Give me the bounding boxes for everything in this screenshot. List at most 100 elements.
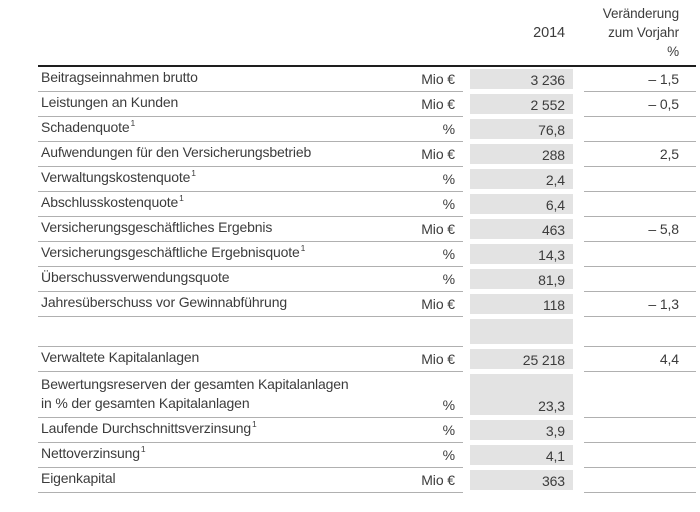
column-gutter [463,217,470,242]
row-change-cell [584,192,696,217]
column-gutter [463,192,470,217]
table-body: Beitragseinnahmen brutto Mio €3 236– 1,5 L… [38,67,696,493]
column-gutter [463,142,470,167]
row-unit: Mio € [421,146,455,162]
column-gutter [573,167,584,192]
column-gutter [573,292,584,317]
column-gutter [463,292,470,317]
row-label: Aufwendungen für den Versicherungsbetrie… [41,143,311,162]
column-gutter [463,242,470,267]
row-value-2014-cell: 118 [470,294,573,314]
row-label-text: Jahresüberschuss vor Gewinnabführung [41,294,287,310]
row-label-text: Nettoverzinsung [41,445,140,461]
row-label-unit-cell [38,317,463,347]
row-unit: % [442,196,455,212]
footnote-marker: 1 [140,444,146,455]
row-value-2014-cell: 463 [470,219,573,239]
row-unit: % [442,121,455,137]
row-label: Versicherungsgeschäftliche Ergebnisquote… [41,243,305,262]
row-label-unit-cell: Leistungen an Kunden Mio € [38,92,463,117]
row-label-unit-cell: Verwaltungskostenquote1% [38,167,463,192]
row-unit: % [442,447,455,463]
table-row: Jahresüberschuss vor Gewinnabführung Mio … [38,292,696,317]
row-label-unit-cell: Versicherungsgeschäftliche Ergebnisquote… [38,242,463,267]
table-row: Verwaltete Kapitalanlagen Mio € 25 218 4,4 [38,347,696,372]
row-change-cell [584,468,696,493]
row-label-text: Laufende Durchschnittsverzinsung [41,420,251,436]
row-value-2014-cell: 4,1 [470,445,573,465]
column-gutter [463,317,470,347]
table-row: Leistungen an Kunden Mio € 2 552 – 0,5 [38,92,696,117]
row-label-text: Verwaltete Kapitalanlagen [41,349,200,365]
column-gutter [573,347,584,372]
column-gutter [573,317,584,347]
row-label: Verwaltete Kapitalanlagen [41,348,199,367]
row-value-2014-cell: 363 [470,470,573,490]
row-unit: % [442,246,455,262]
row-label: Überschussverwendungsquote [41,268,229,287]
row-unit: Mio € [421,71,455,87]
row-change-cell [584,418,696,443]
column-gutter [573,443,584,468]
column-gutter [573,242,584,267]
table-row: Bewertungsreserven der gesamten Kapitala… [38,372,696,418]
row-label-unit-cell: Verwaltete Kapitalanlagen Mio € [38,347,463,372]
column-gutter [463,67,470,92]
row-label: Leistungen an Kunden [41,93,178,112]
column-gutter [573,468,584,493]
row-change-cell: – 1,3 [584,292,696,317]
row-label: Versicherungsgeschäftliches Ergebnis [41,218,272,237]
column-gutter [463,267,470,292]
footnote-marker: 1 [179,193,184,204]
column-gutter [463,418,470,443]
column-gutter [573,418,584,443]
row-label: Jahresüberschuss vor Gewinnabführung [41,293,287,312]
row-label: Verwaltungskostenquote1 [41,168,196,187]
row-label: Abschlusskostenquote1 [41,193,184,212]
row-label: Laufende Durchschnittsverzinsung1 [41,419,257,438]
column-gutter [573,67,584,92]
table-row: Versicherungsgeschäftliches Ergebnis Mio … [38,217,696,242]
column-gutter [573,92,584,117]
row-label-text: Schadenquote [41,119,130,135]
row-label-text-line2: in % der gesamten Kapitalanlagen [41,395,250,411]
table-row: Beitragseinnahmen brutto Mio € 3 236 – 1,5 [38,67,696,92]
row-unit: Mio € [421,351,455,367]
table-row: Überschussverwendungsquote% 81,9 [38,267,696,292]
row-value-2014-cell: 2 552 [470,94,573,114]
column-gutter [573,117,584,142]
table-row: Aufwendungen für den Versicherungsbetrie… [38,142,696,167]
row-change-cell [584,117,696,142]
column-header-change-line2: zum Vorjahr [608,25,679,40]
table-row: Schadenquote1% 76,8 [38,117,696,142]
table-row: Versicherungsgeschäftliche Ergebnisquote… [38,242,696,267]
row-value-2014-cell: 3,9 [470,420,573,440]
row-unit: % [442,171,455,187]
row-label: Eigenkapital [41,469,116,488]
table-row: Eigenkapital Mio € 363 [38,468,696,493]
column-header-year: 2014 [533,25,565,41]
table-row: Abschlusskostenquote1% 6,4 [38,192,696,217]
row-label-text: Verwaltungskostenquote [41,169,191,185]
row-change-cell: – 1,5 [584,67,696,92]
row-change-cell: 4,4 [584,347,696,372]
column-header-change-unit: % [667,44,679,59]
row-value-2014-cell: 81,9 [470,269,573,289]
row-label-text: Aufwendungen für den Versicherungsbetrie… [41,144,312,160]
column-header-change-line1: Veränderung [602,6,679,21]
row-label-unit-cell: Jahresüberschuss vor Gewinnabführung Mio … [38,292,463,317]
column-gutter [573,267,584,292]
row-value-2014-cell: 23,3 [470,374,573,415]
row-change-cell [584,372,696,418]
row-label-text: Leistungen an Kunden [41,94,179,110]
row-label-text: Beitragseinnahmen brutto [41,69,198,85]
table-row: Nettoverzinsung1% 4,1 [38,443,696,468]
row-label-text: Überschussverwendungsquote [41,269,230,285]
footnote-marker: 1 [130,118,136,129]
row-value-2014-cell: 14,3 [470,244,573,264]
column-gutter [573,217,584,242]
row-unit: % [442,271,455,287]
table-row: Verwaltungskostenquote1% 2,4 [38,167,696,192]
row-label: Beitragseinnahmen brutto [41,68,198,87]
